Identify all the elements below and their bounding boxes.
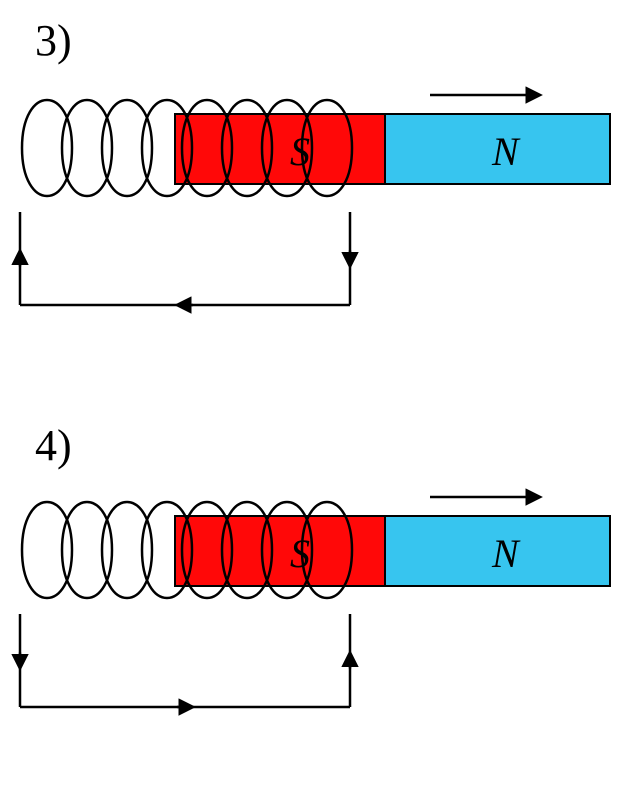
physics-diagram: S N 3) S N 4)	[0, 0, 637, 812]
figure-number-label: 3)	[35, 16, 72, 65]
south-pole-label: S	[290, 129, 310, 174]
magnet-south-pole	[175, 114, 385, 184]
south-pole-label: S	[290, 531, 310, 576]
figure-number-label: 4)	[35, 421, 72, 470]
north-pole-label: N	[491, 531, 521, 576]
magnet-south-pole	[175, 516, 385, 586]
north-pole-label: N	[491, 129, 521, 174]
